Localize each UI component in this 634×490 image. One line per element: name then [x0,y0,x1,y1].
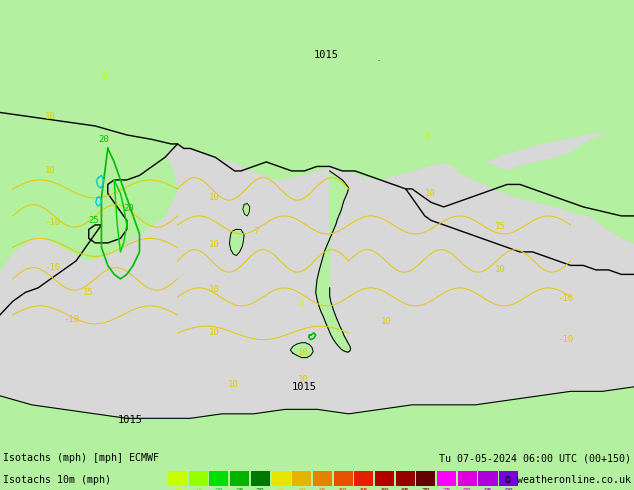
Text: 1015: 1015 [117,415,142,425]
Text: 25: 25 [235,488,244,490]
Bar [458,471,477,486]
Bar [333,471,353,486]
Text: 1015: 1015 [292,382,316,392]
Polygon shape [243,203,250,216]
Text: 75: 75 [443,488,451,490]
Text: 90: 90 [504,488,513,490]
Bar [168,471,187,486]
Bar [499,471,518,486]
Text: -10: -10 [63,315,79,323]
Text: 15: 15 [495,222,505,231]
Bar [271,471,290,486]
Polygon shape [0,387,634,450]
Bar [292,471,311,486]
Text: 80: 80 [463,488,472,490]
Text: 10: 10 [209,285,220,294]
Text: 20: 20 [124,204,134,214]
Text: 20: 20 [98,135,109,144]
Polygon shape [290,343,313,358]
Text: 10: 10 [298,375,309,384]
Text: 15: 15 [194,488,203,490]
Text: -10: -10 [558,294,574,303]
Text: 40: 40 [297,488,306,490]
Text: 1015: 1015 [314,50,339,60]
Bar [417,471,436,486]
Text: .: . [377,56,380,62]
Text: 20: 20 [214,488,223,490]
Polygon shape [0,0,190,157]
Bar [251,471,270,486]
Text: 0: 0 [101,72,107,81]
Text: Isotachs 10m (mph): Isotachs 10m (mph) [3,475,111,485]
Text: 10: 10 [425,189,436,197]
Polygon shape [316,171,351,352]
Bar [437,471,456,486]
Text: 60: 60 [380,488,389,490]
Text: 55: 55 [359,488,368,490]
Text: Tu 07-05-2024 06:00 UTC (00+150): Tu 07-05-2024 06:00 UTC (00+150) [439,453,631,463]
Text: 0: 0 [298,299,303,308]
Text: 10: 10 [173,488,182,490]
Text: 10: 10 [228,380,239,389]
Bar [209,471,228,486]
Text: 10: 10 [380,317,391,326]
Text: 30: 30 [256,488,265,490]
Text: © weatheronline.co.uk: © weatheronline.co.uk [505,475,631,485]
Text: 25: 25 [89,216,100,224]
Polygon shape [456,126,634,243]
Polygon shape [230,229,244,255]
Bar [354,471,373,486]
Text: 10: 10 [495,265,505,274]
Bar [230,471,249,486]
Text: 10: 10 [209,193,220,202]
Text: Isotachs (mph) [mph] ECMWF: Isotachs (mph) [mph] ECMWF [3,453,159,463]
Text: 10: 10 [209,241,220,249]
Text: 50: 50 [339,488,347,490]
Text: 7: 7 [254,227,259,236]
Text: 65: 65 [401,488,410,490]
Text: 10: 10 [44,166,55,175]
Text: -10: -10 [44,218,60,227]
Text: 15: 15 [82,288,93,296]
Bar [479,471,498,486]
Text: 35: 35 [276,488,285,490]
Polygon shape [0,0,634,180]
Text: 85: 85 [484,488,493,490]
Text: 45: 45 [318,488,327,490]
Text: -10: -10 [558,335,574,344]
Text: 70: 70 [422,488,430,490]
Polygon shape [0,0,634,450]
Polygon shape [0,90,178,270]
Text: 0: 0 [425,132,430,142]
Bar [396,471,415,486]
Text: 10: 10 [298,348,309,357]
Bar [375,471,394,486]
Text: 10: 10 [209,328,220,337]
Bar [189,471,208,486]
Text: -10: -10 [44,263,60,272]
Text: 10: 10 [44,112,55,121]
Bar [313,471,332,486]
